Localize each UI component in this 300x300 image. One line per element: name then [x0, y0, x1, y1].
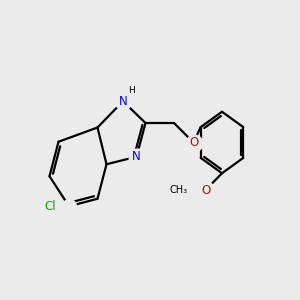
Text: O: O	[201, 184, 210, 196]
Text: Cl: Cl	[45, 200, 56, 213]
Text: H: H	[128, 86, 135, 95]
Text: CH₃: CH₃	[169, 185, 188, 195]
Text: N: N	[118, 95, 127, 108]
Text: O: O	[189, 136, 198, 149]
Text: N: N	[132, 150, 141, 163]
